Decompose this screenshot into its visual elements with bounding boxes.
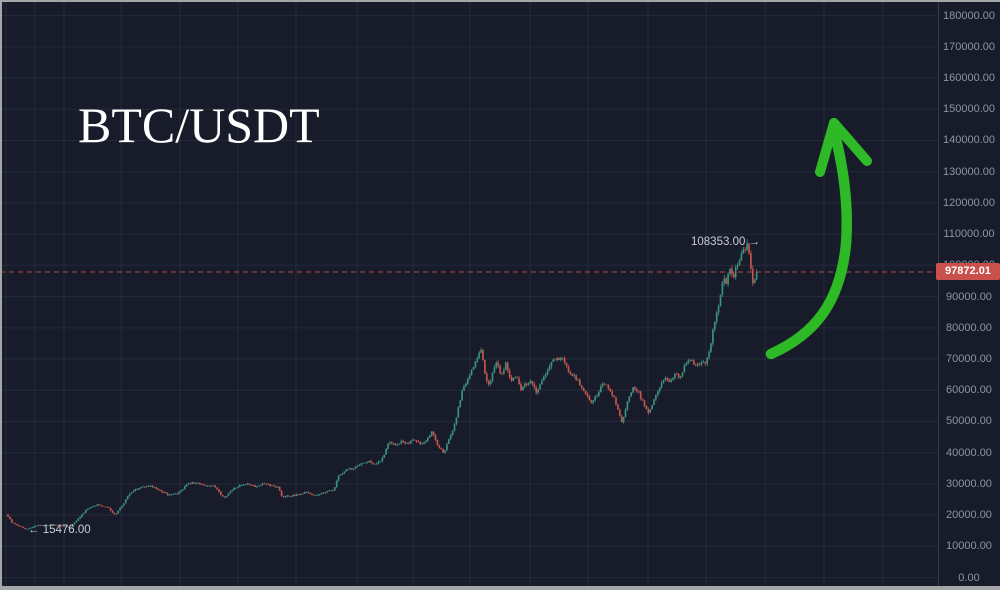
price-axis-label: 20000.00 <box>946 509 992 522</box>
window-frame-top <box>0 0 1000 2</box>
low-price-annotation: ← 15476.00 <box>28 524 91 536</box>
price-axis-label: 150000.00 <box>943 103 995 116</box>
price-axis-label: 60000.00 <box>946 384 992 397</box>
symbol-title: BTC/USDT <box>78 97 320 153</box>
green-up-arrow-icon <box>765 118 872 360</box>
price-axis-label: 80000.00 <box>946 321 992 334</box>
window-frame-left <box>0 0 2 590</box>
high-price-annotation: 108353.00 → <box>691 236 761 248</box>
current-price-badge: 97872.01 <box>936 263 1000 280</box>
price-axis-label: 10000.00 <box>946 540 992 553</box>
price-axis[interactable]: 180000.00 170000.00 160000.00 150000.00 1400… <box>938 0 1000 586</box>
price-axis-label: 90000.00 <box>946 290 992 303</box>
price-axis-label: 180000.00 <box>943 9 995 22</box>
price-axis-label: 110000.00 <box>943 228 995 241</box>
price-axis-label: 140000.00 <box>943 134 995 147</box>
price-axis-label: 120000.00 <box>943 196 995 209</box>
candlesticks <box>7 239 758 530</box>
price-axis-label: 130000.00 <box>943 165 995 178</box>
price-axis-label: 0.00 <box>958 571 980 584</box>
price-axis-label: 30000.00 <box>946 477 992 490</box>
price-axis-label: 170000.00 <box>943 40 995 53</box>
price-axis-label: 50000.00 <box>946 415 992 428</box>
price-axis-label: 160000.00 <box>943 72 995 85</box>
price-axis-label: 40000.00 <box>946 446 992 459</box>
window-frame-bottom <box>0 586 1000 590</box>
grid-lines <box>0 2 938 586</box>
price-axis-label: 70000.00 <box>946 353 992 366</box>
